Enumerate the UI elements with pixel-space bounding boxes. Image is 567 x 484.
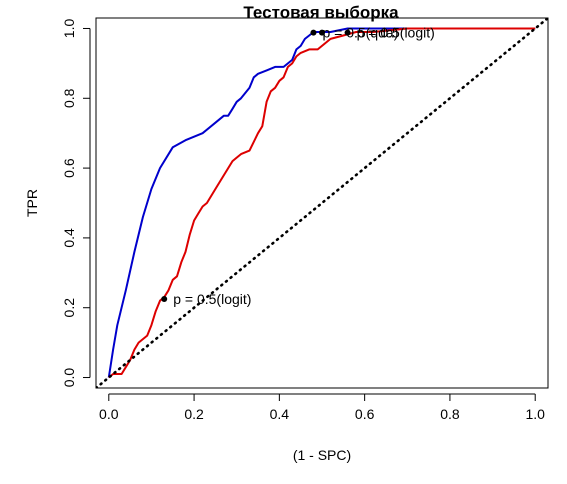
y-axis-label: TPR	[24, 189, 40, 217]
y-tick-label-3: 0.6	[61, 158, 77, 178]
point-marker-3	[319, 30, 325, 36]
y-tick-label-5: 1.0	[61, 19, 77, 39]
point-label-4: p = 0.5(logit)	[357, 25, 435, 41]
x-tick-label-2: 0.4	[270, 406, 290, 422]
chart-title: Тестовая выборка	[243, 3, 399, 22]
point-marker-2	[310, 30, 316, 36]
x-tick-label-4: 0.8	[440, 406, 460, 422]
y-tick-label-4: 0.8	[61, 88, 77, 108]
x-tick-label-1: 0.2	[184, 406, 204, 422]
x-tick-label-5: 1.0	[525, 406, 545, 422]
y-tick-label-1: 0.2	[61, 298, 77, 318]
point-marker-4	[345, 30, 351, 36]
x-axis-label: (1 - SPC)	[293, 447, 351, 463]
y-tick-label-2: 0.4	[61, 228, 77, 248]
point-label-1: p = 0.5(logit)	[173, 291, 251, 307]
x-tick-label-0: 0.0	[99, 406, 119, 422]
x-tick-label-3: 0.6	[355, 406, 375, 422]
y-tick-label-0: 0.0	[61, 368, 77, 388]
point-marker-1	[161, 296, 167, 302]
